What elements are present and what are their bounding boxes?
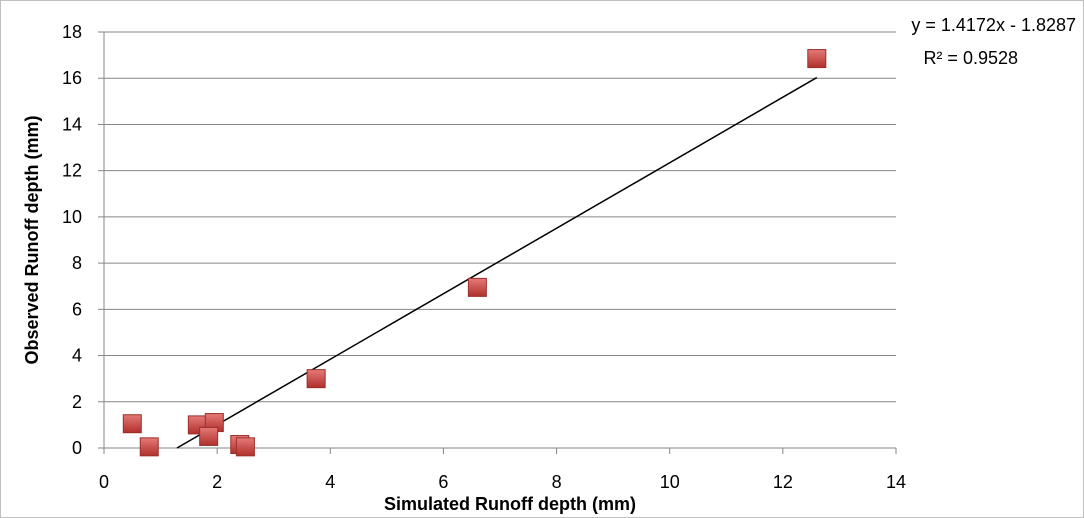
x-axis-title: Simulated Runoff depth (mm) [384,494,636,514]
x-tick-label: 12 [773,472,793,492]
data-point [235,437,255,457]
y-tick-label: 6 [72,299,82,319]
y-tick-label: 18 [62,22,82,42]
x-tick-label: 6 [438,472,448,492]
y-tick-label: 10 [62,207,82,227]
axes [103,32,896,449]
x-tick-label: 4 [325,472,335,492]
trendline [176,76,818,449]
y-tick-label: 4 [72,346,82,366]
r-squared-label: R² = 0.9528 [923,48,1018,68]
data-points [122,49,827,457]
trendline-group [176,76,818,449]
data-point [122,414,142,434]
trendline-equation: y = 1.4172x - 1.8287 [911,15,1076,35]
y-tick-label: 16 [62,68,82,88]
x-tick-label: 14 [886,472,906,492]
y-tick-label: 14 [62,114,82,134]
gridlines [104,31,896,403]
y-tick-label: 0 [72,438,82,458]
x-axis-ticks: 0 2 4 6 8 10 12 14 [99,448,906,492]
data-point [467,277,487,297]
x-tick-label: 8 [552,472,562,492]
y-axis-title: Observed Runoff depth (mm) [22,115,42,364]
data-point [306,369,326,389]
data-point [199,426,219,446]
data-point [807,49,827,69]
x-tick-label: 2 [212,472,222,492]
y-tick-label: 12 [62,161,82,181]
y-tick-label: 8 [72,253,82,273]
x-tick-label: 10 [660,472,680,492]
y-axis-ticks: 0 2 4 6 8 10 12 14 16 18 [62,22,104,458]
data-point [139,437,159,457]
y-tick-label: 2 [72,392,82,412]
x-tick-label: 0 [99,472,109,492]
